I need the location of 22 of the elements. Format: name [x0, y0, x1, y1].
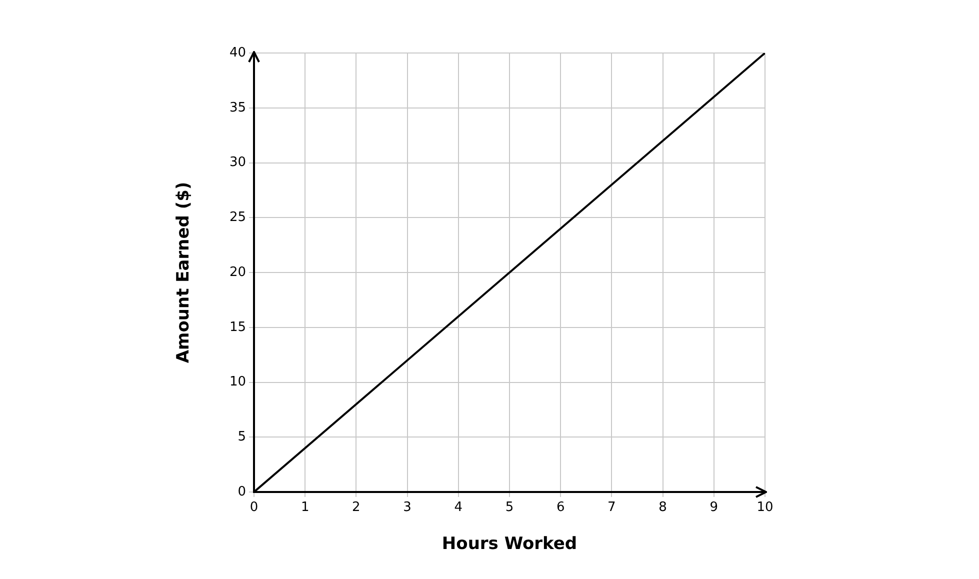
y-axis-title: Amount Earned ($): [174, 182, 194, 364]
y-tick-label: 35: [229, 100, 246, 116]
y-tick-label: 20: [229, 264, 246, 280]
y-tick-label: 25: [229, 210, 246, 225]
y-tick-label: 40: [229, 45, 246, 60]
y-tick-label: 5: [238, 430, 246, 444]
x-tick-label: 7: [608, 500, 616, 516]
y-tick-label: 10: [229, 374, 246, 390]
x-tick-label: 4: [454, 500, 463, 516]
y-tick-label: 0: [238, 484, 246, 500]
y-tick-label: 15: [229, 320, 246, 335]
x-tick-label: 3: [403, 500, 412, 516]
y-tick-label: 30: [229, 155, 246, 170]
x-tick-label: 9: [710, 500, 718, 516]
x-tick-label: 1: [300, 500, 310, 516]
x-tick-label: 0: [250, 500, 258, 516]
x-tick-label: 5: [505, 500, 514, 516]
x-tick-label: 8: [658, 500, 667, 516]
x-tick-label: 10: [756, 500, 774, 516]
x-tick-label: 6: [556, 500, 565, 516]
x-axis-title: Hours Worked: [442, 534, 578, 554]
x-tick-label: 2: [352, 500, 360, 516]
